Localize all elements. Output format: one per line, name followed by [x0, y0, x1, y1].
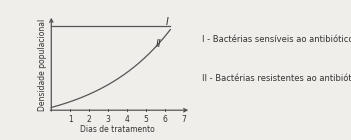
Text: 5: 5 — [143, 115, 148, 124]
Text: 7: 7 — [181, 115, 186, 124]
Text: Dias de tratamento: Dias de tratamento — [80, 125, 155, 134]
Text: I - Bactérias sensíveis ao antibiótico: I - Bactérias sensíveis ao antibiótico — [202, 35, 351, 44]
Text: I: I — [166, 17, 168, 27]
Text: II: II — [155, 39, 161, 49]
Text: 1: 1 — [68, 115, 73, 124]
Text: 4: 4 — [125, 115, 129, 124]
Text: Densidade populacional: Densidade populacional — [38, 18, 47, 110]
Text: 6: 6 — [162, 115, 167, 124]
Text: 2: 2 — [87, 115, 92, 124]
Text: II - Bactérias resistentes ao antibiótico: II - Bactérias resistentes ao antibiótic… — [202, 74, 351, 83]
Text: 3: 3 — [106, 115, 111, 124]
